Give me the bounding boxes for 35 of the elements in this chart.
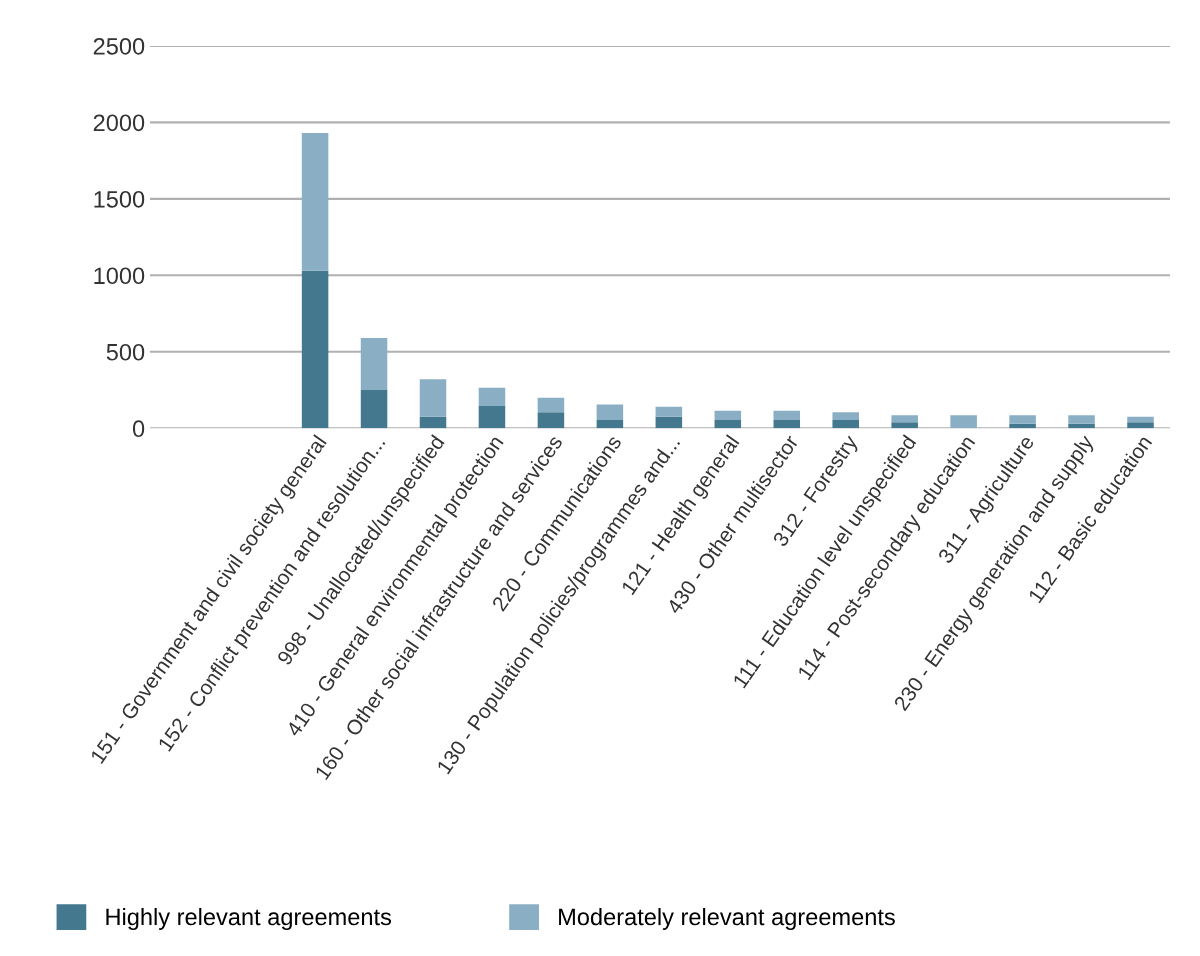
bar xyxy=(832,419,859,429)
bar xyxy=(655,416,683,429)
legend-label: Highly relevant agreements xyxy=(106,907,392,930)
bar xyxy=(478,406,506,429)
y-tick-label: 2500 xyxy=(93,37,145,55)
bar xyxy=(596,419,624,429)
y-tick-label: 2000 xyxy=(93,114,145,132)
bar xyxy=(360,390,388,429)
y-tick-label: 1000 xyxy=(94,267,145,285)
bar xyxy=(419,416,447,429)
y-tick-label: 1500 xyxy=(94,190,145,208)
bar xyxy=(301,270,329,429)
bar xyxy=(714,410,742,420)
bar xyxy=(537,397,565,413)
bar xyxy=(1009,415,1036,424)
bar xyxy=(714,419,742,429)
bar xyxy=(1068,415,1095,424)
bar xyxy=(360,338,388,391)
bar xyxy=(891,415,918,423)
y-tick-label: 0 xyxy=(132,420,145,438)
legend-label: Moderately relevant agreements xyxy=(559,907,895,930)
bar xyxy=(832,412,859,420)
bar xyxy=(773,410,801,420)
bar xyxy=(950,415,977,429)
bar xyxy=(891,422,918,429)
bar xyxy=(1127,422,1154,429)
bar xyxy=(537,412,565,429)
bar xyxy=(301,133,329,271)
bar xyxy=(478,387,506,407)
bar xyxy=(773,419,801,429)
bar xyxy=(419,379,447,417)
bar xyxy=(655,406,683,417)
y-tick-label: 500 xyxy=(106,343,145,361)
bar xyxy=(1127,416,1154,423)
bar xyxy=(596,404,624,420)
